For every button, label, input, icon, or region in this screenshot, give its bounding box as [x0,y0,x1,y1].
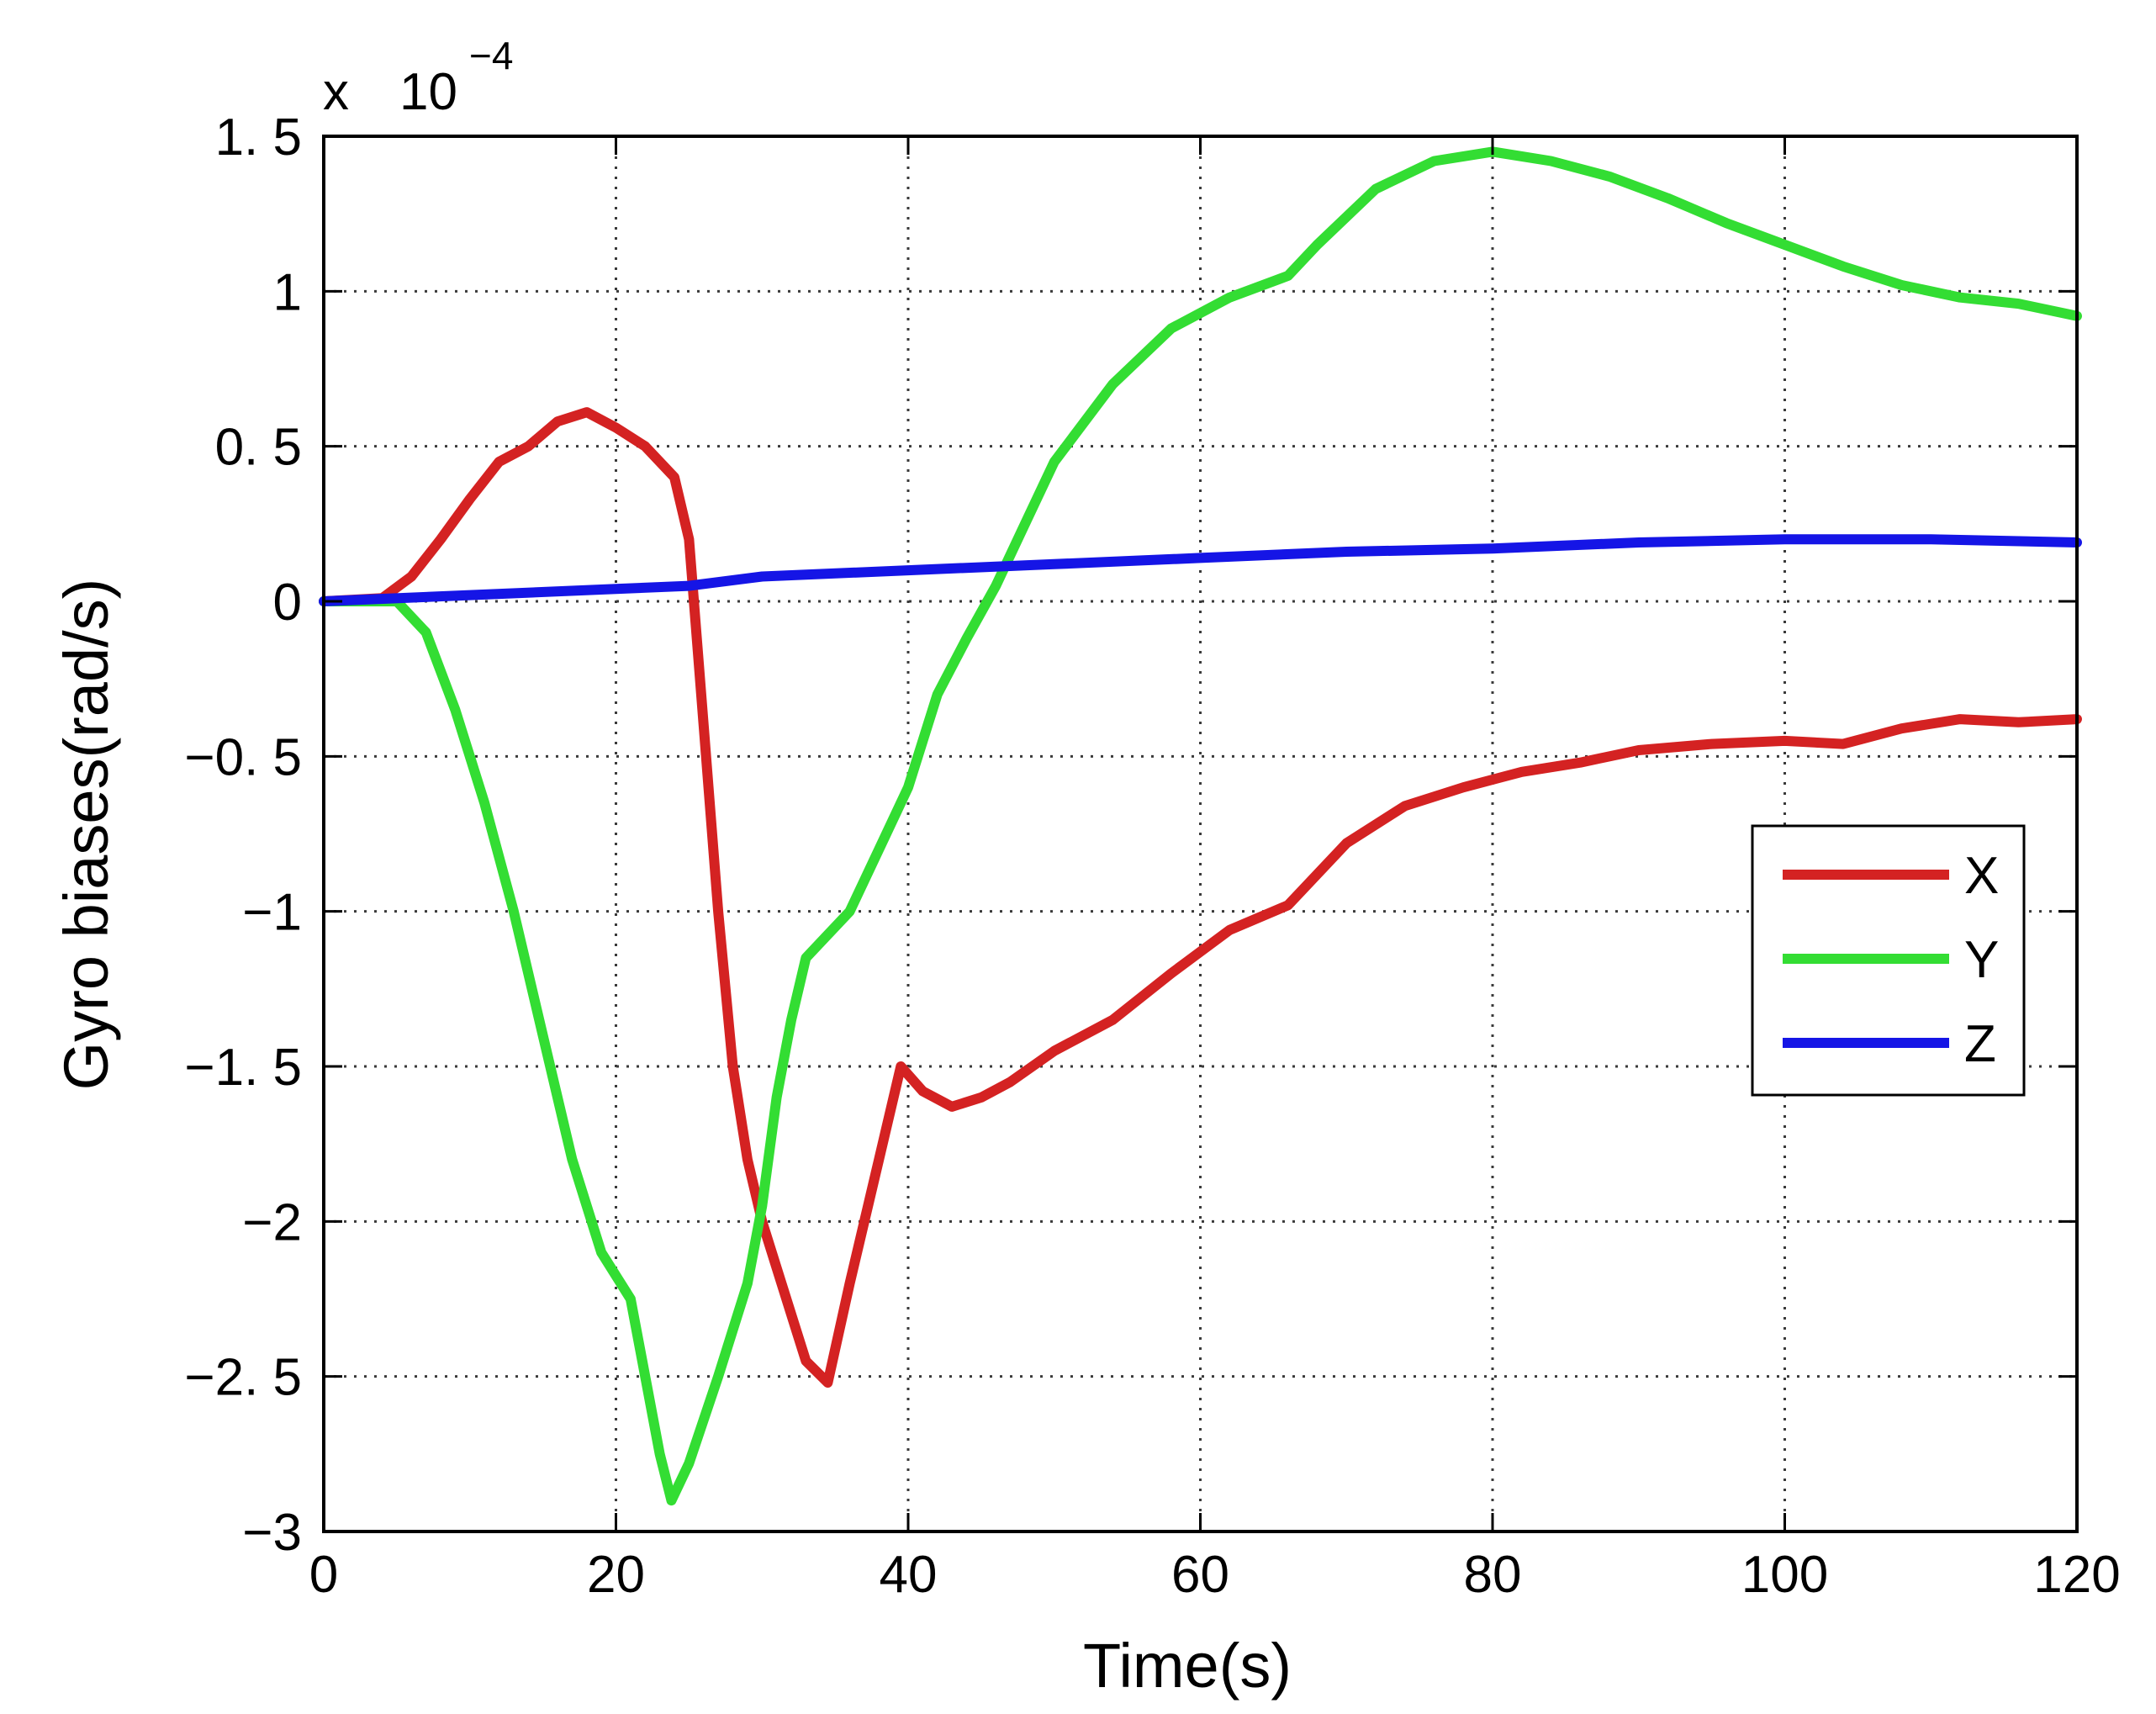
y-scale-base: 10 [399,63,457,121]
x-tick-label: 0 [309,1546,338,1604]
y-tick-label: 1 [273,263,302,321]
y-tick-label: −1 [242,884,302,942]
y-scale-prefix: x [323,63,349,121]
y-scale-multiplier: x 10 −4 [323,34,513,121]
y-tick-label: 0. 5 [215,419,302,477]
series-line-z [319,534,2082,606]
x-tick-label: 40 [880,1546,938,1604]
y-tick-label: −2. 5 [184,1349,302,1407]
data-series [319,146,2082,1506]
y-scale-exponent: −4 [469,34,513,77]
x-axis-title: Time(s) [1083,1631,1292,1701]
legend: XYZ [1751,824,2026,1097]
tick-labels: 0 20 40 60 80 100 120 1. 5 1 0. 5 0 −0. 5 −1 −1. 5 −2 −… [184,108,2120,1604]
y-tick-label: −3 [242,1504,302,1562]
y-tick-label: 1. 5 [215,108,302,167]
x-tick-label: 80 [1464,1546,1522,1604]
legend-label-z: Z [1964,1015,1996,1073]
legend-label-y: Y [1964,931,1999,989]
x-tick-label: 100 [1741,1546,1828,1604]
y-tick-label: 0 [273,574,302,632]
axis-ticks [322,135,2079,1533]
x-tick-label: 120 [2033,1546,2120,1604]
x-tick-label: 20 [587,1546,645,1604]
series-line-y [319,146,2082,1506]
y-axis-title: Gyro biases(rad/s) [51,579,121,1091]
legend-label-x: X [1964,847,1999,905]
y-tick-label: −2 [242,1193,302,1251]
x-tick-label: 60 [1171,1546,1229,1604]
y-tick-label: −1. 5 [184,1039,302,1097]
y-tick-label: −0. 5 [184,728,302,786]
series-line-x [319,407,2082,1388]
